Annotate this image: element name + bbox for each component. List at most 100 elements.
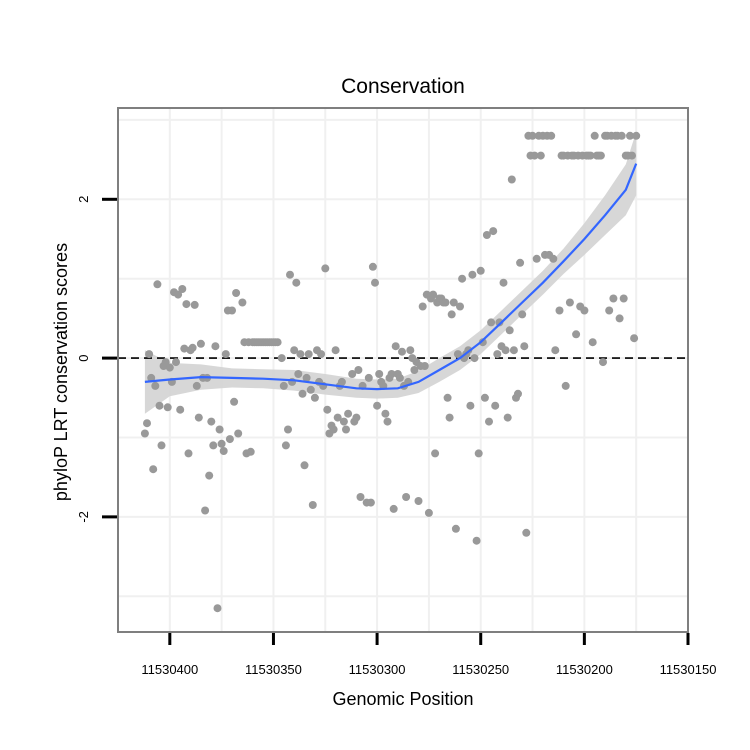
data-point [420, 362, 429, 370]
x-tick-label: 11530200 [556, 662, 613, 677]
y-axis: 2 0 -2 [76, 196, 117, 523]
data-point [565, 298, 574, 307]
data-point [485, 417, 493, 426]
plot-panel-border [117, 107, 689, 633]
x-tick-label: 11530400 [141, 662, 198, 677]
data-point [188, 343, 197, 352]
data-point [286, 270, 294, 279]
data-point [449, 298, 458, 307]
data-point [609, 294, 618, 303]
data-point [590, 131, 599, 140]
data-point [495, 318, 504, 327]
data-point [431, 449, 440, 458]
y-axis-title: phyloP LRT conservation scores [51, 243, 71, 501]
data-point [366, 498, 375, 507]
data-point [246, 447, 255, 456]
data-point [499, 278, 508, 287]
chart-title: Conservation [341, 75, 465, 98]
data-point [586, 151, 595, 160]
data-point [414, 497, 423, 505]
data-point [599, 358, 607, 367]
data-point [402, 493, 411, 501]
data-point [211, 342, 220, 351]
data-point [308, 501, 317, 509]
data-point [190, 300, 199, 309]
data-point [184, 449, 193, 458]
data-point [373, 401, 382, 410]
data-point [178, 285, 187, 293]
data-point [306, 385, 315, 394]
data-point [443, 393, 452, 402]
data-point [505, 326, 514, 335]
data-point [410, 366, 419, 374]
data-point [145, 350, 154, 359]
data-point [547, 131, 556, 140]
data-point [478, 338, 487, 347]
data-point [163, 403, 172, 412]
data-point [151, 381, 160, 390]
data-point [528, 131, 537, 140]
data-point [522, 528, 531, 537]
data-point [375, 370, 384, 378]
data-point [225, 435, 234, 444]
data-point [342, 425, 350, 434]
data-point [476, 266, 485, 275]
data-point [445, 413, 454, 422]
data-point [395, 373, 404, 382]
data-point [304, 350, 313, 359]
data-point [487, 318, 496, 327]
data-point [174, 290, 183, 299]
data-point [213, 604, 222, 613]
data-point [354, 366, 363, 374]
data-point [518, 310, 527, 319]
data-point [230, 397, 239, 406]
data-point [561, 381, 570, 390]
data-point [532, 254, 541, 263]
data-point [615, 314, 624, 323]
data-point [161, 358, 170, 367]
data-point [321, 264, 330, 273]
data-point [391, 342, 400, 351]
data-points [140, 131, 641, 613]
x-axis: 11530400 11530350 11530300 11530250 11530200… [141, 633, 716, 677]
data-point [155, 401, 164, 410]
x-tick-label: 11530350 [245, 662, 302, 677]
data-point [381, 409, 390, 418]
data-point [482, 231, 491, 239]
data-point [232, 289, 241, 297]
data-point [180, 344, 189, 353]
data-point [418, 302, 427, 311]
data-point [509, 346, 518, 355]
data-point [383, 417, 392, 426]
data-point [514, 389, 522, 398]
data-point [387, 370, 396, 378]
data-point [491, 401, 500, 410]
data-point [480, 393, 489, 402]
data-point [339, 417, 348, 426]
data-point [453, 350, 462, 359]
data-point [572, 330, 581, 339]
data-point [238, 298, 247, 307]
data-point [348, 370, 357, 378]
data-point [153, 280, 162, 289]
data-point [147, 373, 156, 382]
data-point [352, 413, 361, 422]
data-point [323, 405, 332, 414]
data-point [284, 425, 292, 434]
data-point [493, 350, 502, 359]
data-point [205, 471, 214, 480]
data-point [143, 419, 151, 428]
data-point [470, 354, 479, 363]
data-point [234, 429, 243, 438]
data-point [279, 381, 288, 390]
data-point [192, 381, 201, 390]
data-point [209, 441, 218, 450]
data-point [530, 151, 539, 160]
data-point [441, 298, 450, 307]
data-point [371, 278, 379, 287]
data-point [588, 338, 597, 347]
data-point [406, 346, 415, 355]
data-point [605, 306, 614, 315]
